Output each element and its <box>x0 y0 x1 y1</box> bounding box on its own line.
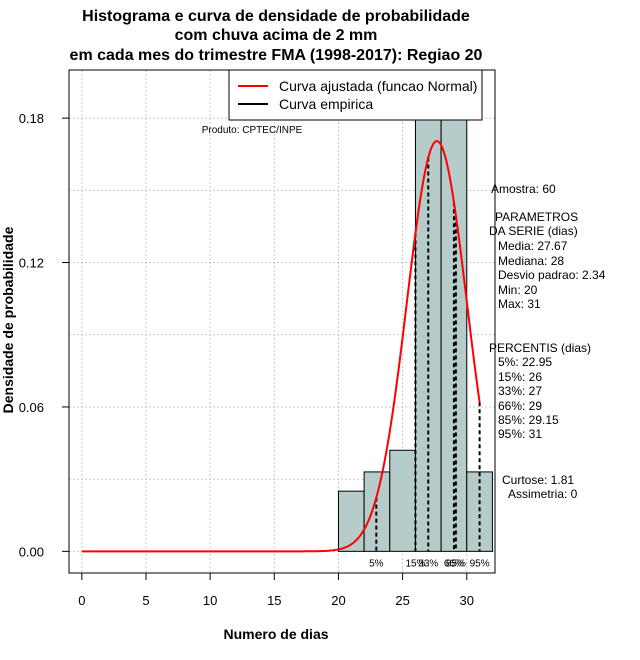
percentil-95: 95%: 31 <box>498 427 542 441</box>
statistics-panel: Amostra: 60 PARAMETROS DA SERIE (dias) M… <box>489 182 606 501</box>
param-media: Media: 27.67 <box>498 239 568 253</box>
legend: Curva ajustada (funcao Normal) Curva emp… <box>228 69 483 121</box>
x-tick-label-15: 15 <box>267 593 281 608</box>
percentile-label-33pct: 33% <box>418 558 438 569</box>
chart-title-line-2: com chuva acima de 2 mm <box>175 27 378 44</box>
y-tick-label-0.06: 0.06 <box>19 400 44 415</box>
x-tick-label-0: 0 <box>78 593 85 608</box>
x-tick-label-10: 10 <box>203 593 217 608</box>
legend-box <box>228 69 483 121</box>
axes: 0 5 10 15 20 25 30 0.00 0.06 0.12 0.18 <box>19 111 474 608</box>
param-max: Max: 31 <box>498 297 541 311</box>
percentil-85: 85%: 29.15 <box>498 413 559 427</box>
percentil-15: 15%: 26 <box>498 370 542 384</box>
x-tick-label-25: 25 <box>395 593 409 608</box>
histogram-bar-22-24 <box>363 471 391 552</box>
percentile-lines: 5% 15%33% 66%85% 95% <box>369 157 490 569</box>
param-mediana: Mediana: 28 <box>498 254 564 268</box>
curtose: Curtose: 1.81 <box>502 473 574 487</box>
param-min: Min: 20 <box>498 283 538 297</box>
y-tick-label-0.18: 0.18 <box>19 111 44 126</box>
percentile-label-85pct: 85% <box>446 558 466 569</box>
histogram-bar-24-26 <box>389 449 416 552</box>
x-tick-label-30: 30 <box>460 593 474 608</box>
legend-label-empirical: Curva empirica <box>279 96 373 112</box>
percentil-33: 33%: 27 <box>498 384 542 398</box>
histogram-bar-26-28 <box>414 110 442 552</box>
y-tick-label-0.12: 0.12 <box>19 256 44 271</box>
percentile-label-95pct: 95% <box>470 558 490 569</box>
percentile-label-66pct: 66% <box>444 558 464 569</box>
chart-title-line-3: em cada mes do trimestre FMA (1998-2017)… <box>70 47 483 64</box>
percentis-title: PERCENTIS (dias) <box>489 341 591 355</box>
y-axis-title: Densidade de probabilidade <box>0 226 16 413</box>
percentile-label-5pct: 5% <box>369 558 384 569</box>
param-desvio: Desvio padrao: 2.34 <box>498 268 606 282</box>
chart-title-line-1: Histograma e curva de densidade de proba… <box>82 8 470 25</box>
normal-fit-curve <box>81 140 481 553</box>
params-title-line-2: DA SERIE (dias) <box>489 224 578 238</box>
params-title-line-1: PARAMETROS <box>495 210 578 224</box>
percentil-66: 66%: 29 <box>498 399 542 413</box>
histogram-bar-20-22 <box>337 490 365 552</box>
percentile-label-15pct: 15% <box>405 558 425 569</box>
x-axis-title: Numero de dias <box>223 626 328 642</box>
assimetria: Assimetria: 0 <box>508 487 578 501</box>
histogram-bar-30-32 <box>466 471 493 552</box>
percentil-5: 5%: 22.95 <box>498 355 552 369</box>
sample-size: Amostra: 60 <box>491 182 556 196</box>
histogram-bars <box>337 110 493 552</box>
y-tick-label-0: 0.00 <box>19 544 44 559</box>
x-tick-label-5: 5 <box>142 593 149 608</box>
legend-label-fit: Curva ajustada (funcao Normal) <box>279 78 477 94</box>
product-note: Produto: CPTEC/INPE <box>202 125 303 136</box>
x-tick-label-20: 20 <box>331 593 345 608</box>
